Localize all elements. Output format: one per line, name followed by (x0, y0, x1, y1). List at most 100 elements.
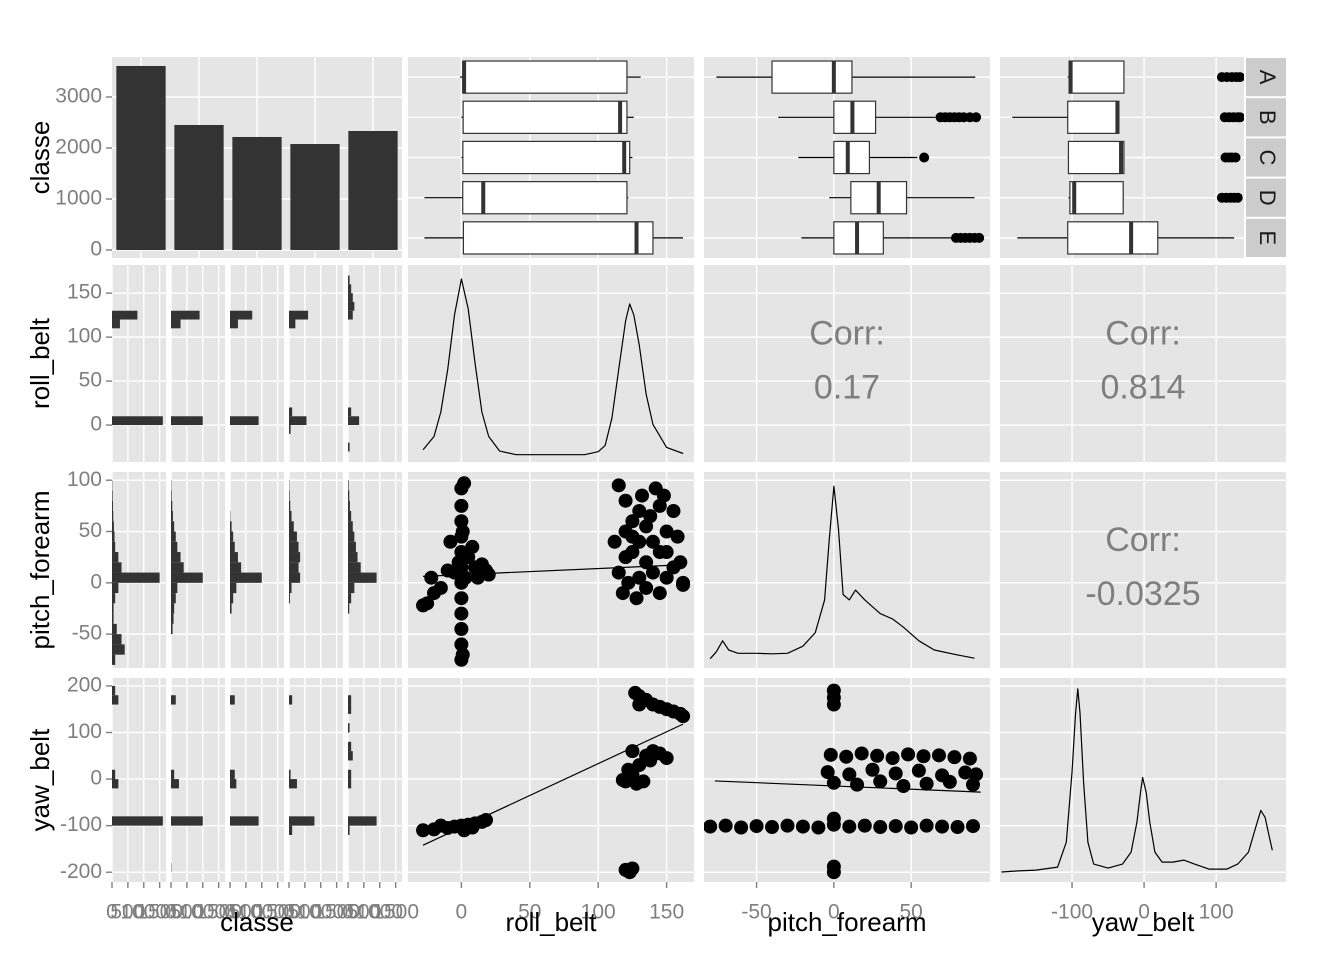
point (416, 598, 431, 613)
point (870, 748, 885, 763)
point (935, 819, 950, 834)
point (842, 767, 857, 782)
corr-value: -0.0325 (1085, 575, 1200, 613)
strip (1246, 58, 1286, 97)
box (1069, 181, 1124, 215)
panel (408, 265, 694, 462)
strip-label: C (1255, 150, 1280, 166)
point (885, 751, 900, 766)
point (916, 749, 931, 764)
x-tick-label: 500 (169, 901, 204, 924)
corr-label: Corr: (1105, 521, 1181, 559)
panel (112, 265, 402, 462)
y-tick-label: 100 (67, 468, 102, 491)
histogram-bar (289, 769, 291, 780)
panel: Corr: 0.814 (1000, 265, 1286, 462)
point (765, 820, 780, 835)
x-tick-label: 0 (224, 901, 236, 924)
histogram-bar (289, 552, 301, 563)
x-tick-label: -50 (741, 901, 771, 924)
histogram-bar (171, 552, 181, 563)
histogram-bar (348, 521, 353, 532)
histogram-bar (348, 816, 377, 826)
point (615, 586, 630, 601)
x-tick-label: 50 (518, 901, 541, 924)
histogram-bar (171, 521, 175, 532)
point (873, 820, 888, 835)
outlier (1232, 192, 1243, 203)
point (455, 524, 470, 539)
histogram-bar (348, 695, 352, 705)
x-tick-label: 500 (228, 901, 263, 924)
x-tick-label: 1000 (179, 901, 226, 924)
point (621, 575, 636, 590)
corr-label: Corr: (809, 314, 885, 352)
strip (1246, 98, 1286, 137)
point (636, 774, 651, 789)
point (811, 820, 826, 835)
point (457, 476, 472, 491)
histogram-bar (230, 552, 238, 563)
histogram-bar (171, 319, 181, 329)
point (454, 637, 469, 652)
panel-background (704, 265, 990, 462)
point (850, 777, 865, 792)
y-tick-label: 0 (90, 238, 102, 261)
x-axis-title: roll_belt (505, 907, 597, 937)
facet-background (112, 265, 166, 462)
histogram-bar (112, 779, 119, 789)
histogram-bar (230, 769, 235, 780)
histogram-bar (348, 275, 350, 285)
histogram-bar (171, 613, 174, 624)
histogram-bar (289, 319, 296, 329)
x-tick-label: 0 (342, 901, 354, 924)
strip (1246, 178, 1286, 217)
point (632, 697, 647, 712)
point (625, 861, 640, 876)
histogram-bar (289, 572, 301, 583)
point (911, 763, 926, 778)
outlier (974, 232, 985, 243)
histogram-bar (112, 310, 138, 320)
point (842, 819, 857, 834)
x-tick-label: 1500 (313, 901, 360, 924)
point (823, 747, 838, 762)
histogram-bar (289, 541, 299, 553)
x-tick-label: 1500 (195, 901, 242, 924)
histogram-bar (289, 490, 290, 501)
x-tick-label: 100 (581, 901, 616, 924)
y-tick-label: 50 (79, 369, 102, 392)
histogram-bar (289, 825, 293, 835)
x-tick-label: 150 (649, 901, 684, 924)
box (771, 60, 853, 94)
facet-background (171, 265, 225, 462)
histogram-bar (171, 500, 173, 511)
histogram-bar (112, 644, 125, 655)
histogram-bar (171, 490, 172, 501)
histogram-bar (348, 779, 352, 789)
box (462, 60, 628, 94)
histogram-bar (112, 634, 122, 645)
panel (408, 57, 694, 258)
y-tick-label: 2000 (55, 136, 102, 159)
point (659, 545, 674, 560)
point (666, 560, 681, 575)
x-tick-label: 50 (899, 901, 922, 924)
y-tick-label: 3000 (55, 85, 102, 108)
histogram-bar (171, 779, 179, 789)
point (618, 493, 633, 508)
histogram-bar (171, 695, 176, 705)
point (965, 819, 980, 834)
point (962, 751, 977, 766)
histogram-bar (348, 562, 361, 573)
y-tick-label: -50 (72, 622, 102, 645)
x-tick-label: 0 (1138, 901, 1150, 924)
point (865, 762, 880, 777)
point (625, 514, 640, 529)
panel-background (1000, 265, 1286, 462)
density-line (422, 278, 684, 456)
point (659, 570, 674, 585)
y-tick-label: 100 (67, 325, 102, 348)
bar (348, 131, 398, 250)
